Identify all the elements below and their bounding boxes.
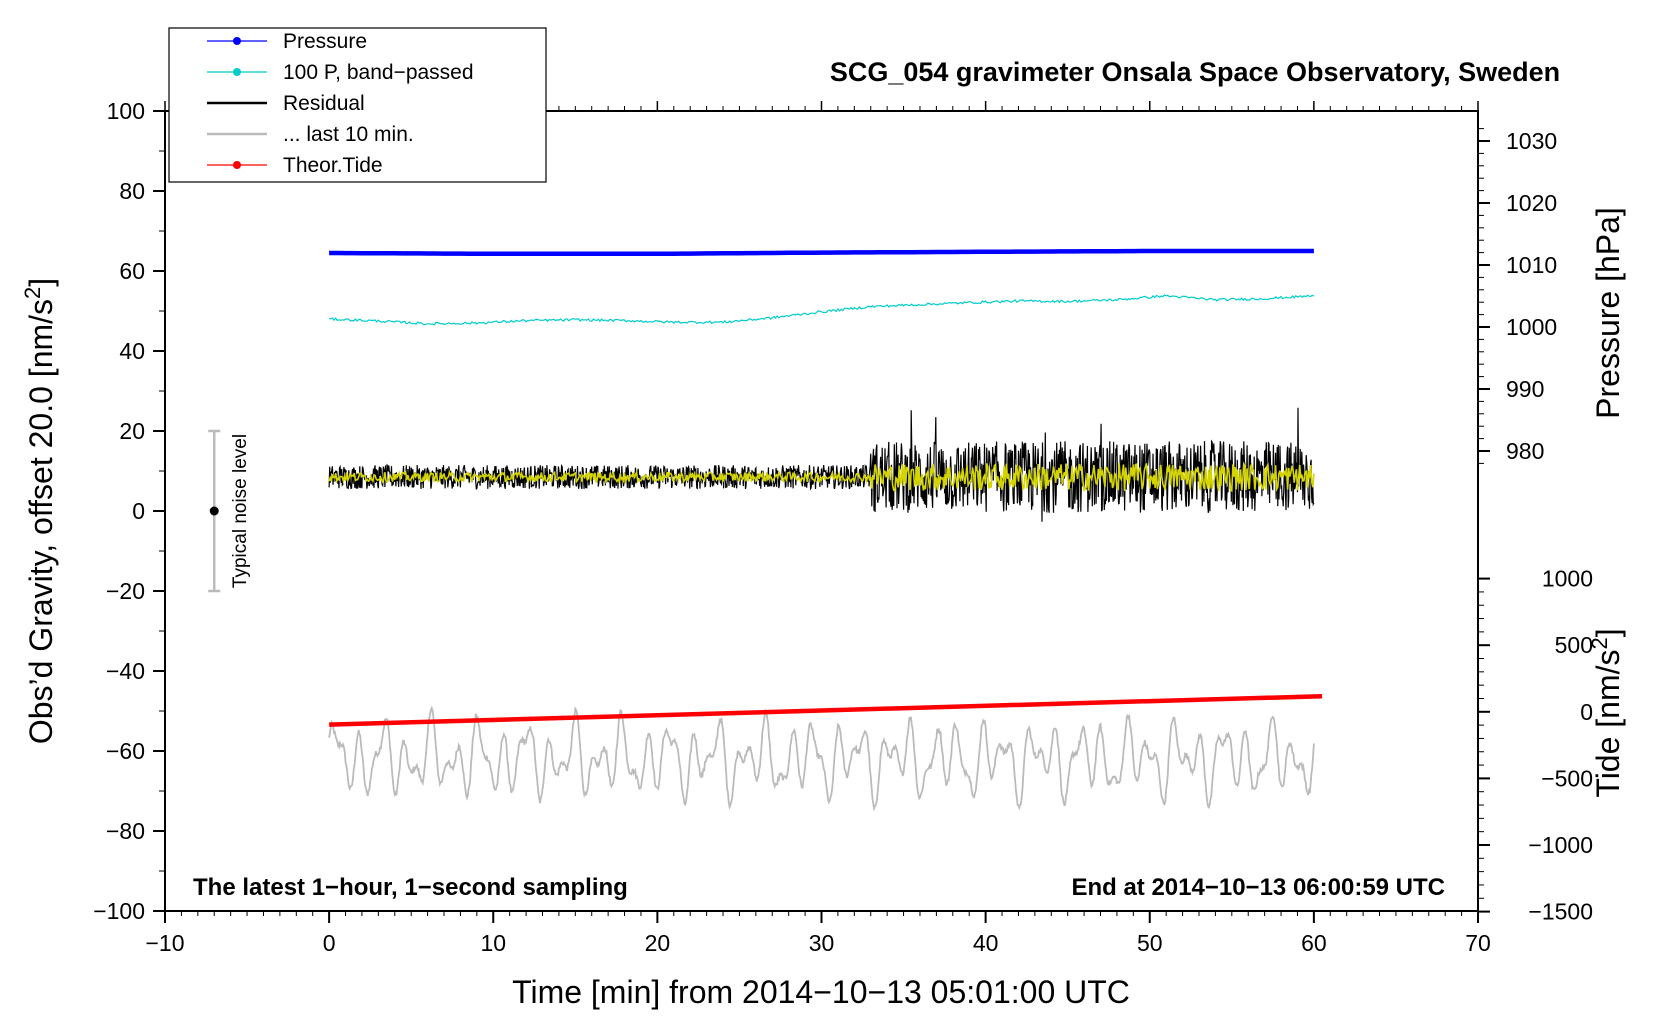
series-last-10-min [328, 705, 1315, 812]
legend-label: Pressure [283, 30, 367, 53]
y-axis-label-tide: Tide [nm/s2] [1587, 628, 1626, 797]
tide-tick-label: −1500 [1528, 899, 1593, 925]
y-tick-label: 80 [119, 178, 145, 204]
annotation-end-time: End at 2014−10−13 06:00:59 UTC [1071, 874, 1445, 901]
y-axis-label-pressure: Pressure [hPa] [1590, 207, 1626, 419]
y-tick-label: −60 [106, 738, 145, 764]
legend-swatch-marker [233, 161, 241, 169]
x-tick-label: 70 [1465, 930, 1491, 956]
series-residual [328, 407, 1315, 522]
series-theor-tide [329, 693, 1323, 727]
legend-swatch-marker [233, 68, 241, 76]
pressure-tick-label: 1020 [1506, 190, 1557, 216]
y-tick-label: −100 [93, 898, 145, 924]
x-tick-label: 30 [809, 930, 835, 956]
tide-tick-label: −500 [1541, 765, 1593, 791]
tide-tick-label: 500 [1555, 632, 1593, 658]
noise-bar-label: Typical noise level [230, 434, 251, 588]
x-tick-label: 60 [1301, 930, 1327, 956]
series-band-passed [328, 294, 1315, 326]
series-residual-smoothed [328, 461, 1315, 493]
series-layer [328, 248, 1323, 812]
noise-level-bar: Typical noise level [208, 429, 251, 593]
tide-tick-label: 0 [1580, 699, 1593, 725]
legend-label: Theor.Tide [283, 154, 383, 177]
legend-label: Residual [283, 92, 365, 115]
tide-axis-ticks: 1000 500 0 −500 −1000 −1500 [1478, 566, 1593, 925]
y-axis-ticks: 100 80 60 40 20 0 −20 −40 −60 −80 −100 [93, 98, 165, 924]
plot-frame [164, 110, 1479, 912]
x-tick-label: 10 [480, 930, 506, 956]
annotation-sampling: The latest 1−hour, 1−second sampling [193, 874, 628, 901]
x-tick-label: −10 [145, 930, 184, 956]
y-tick-label: 0 [132, 498, 145, 524]
legend: Pressure 100 P, band−passed Residual ... la… [168, 27, 547, 183]
tide-tick-label: 1000 [1542, 566, 1593, 592]
legend-swatch-marker [233, 37, 241, 45]
pressure-tick-label: 1030 [1506, 128, 1557, 154]
x-tick-label: 40 [973, 930, 999, 956]
noise-bar-center-dot [209, 506, 219, 516]
x-tick-label: 0 [323, 930, 336, 956]
y-tick-label: 60 [119, 258, 145, 284]
chart-title: SCG_054 gravimeter Onsala Space Observat… [830, 57, 1560, 87]
pressure-tick-label: 1010 [1506, 252, 1557, 278]
pressure-tick-label: 1000 [1506, 314, 1557, 340]
legend-label: 100 P, band−passed [283, 61, 474, 84]
x-tick-label: 20 [645, 930, 671, 956]
y-tick-label: 100 [107, 98, 145, 124]
pressure-tick-label: 980 [1506, 438, 1544, 464]
x-tick-label: 50 [1137, 930, 1163, 956]
pressure-axis-ticks: 1030 1020 1010 1000 990 980 [1478, 128, 1557, 464]
y-tick-label: −40 [106, 658, 145, 684]
tide-tick-label: −1000 [1528, 832, 1593, 858]
y-tick-label: −20 [106, 578, 145, 604]
y-tick-label: 20 [119, 418, 145, 444]
legend-box [168, 27, 547, 183]
x-axis-label: Time [min] from 2014−10−13 05:01:00 UTC [512, 974, 1130, 1010]
x-axis-ticks: −10 0 10 20 30 40 50 60 70 [145, 101, 1491, 956]
y-tick-label: −80 [106, 818, 145, 844]
legend-items: Pressure 100 P, band−passed Residual ... la… [207, 30, 474, 177]
y-axis-label-left: Obs’d Gravity, offset 20.0 [nm/s2] [20, 278, 59, 744]
legend-label: ... last 10 min. [283, 123, 414, 146]
y-tick-label: 40 [119, 338, 145, 364]
series-pressure [329, 248, 1314, 257]
pressure-tick-label: 990 [1506, 376, 1544, 402]
